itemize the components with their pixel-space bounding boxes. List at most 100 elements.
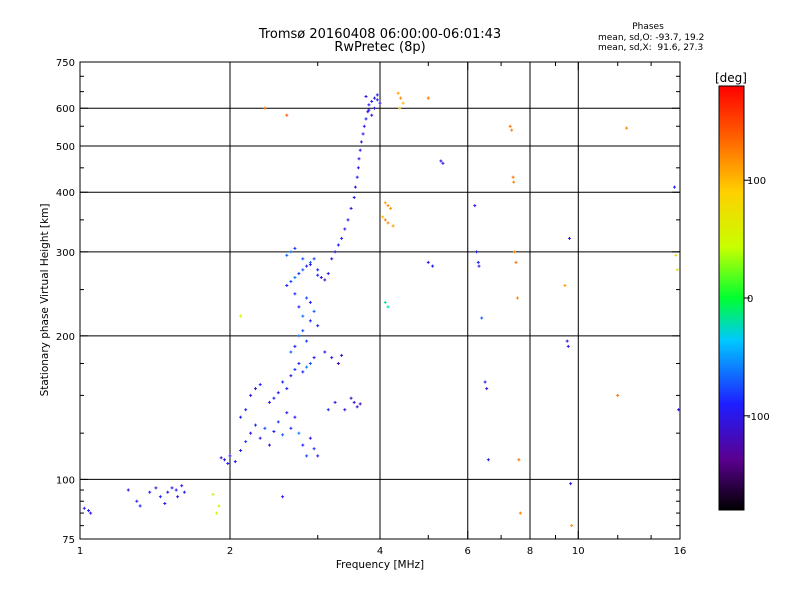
data-point bbox=[276, 420, 280, 424]
data-point bbox=[477, 264, 481, 268]
data-point bbox=[352, 196, 356, 199]
data-point bbox=[176, 495, 180, 499]
data-point bbox=[249, 431, 253, 435]
data-point bbox=[289, 350, 293, 354]
data-point bbox=[367, 103, 371, 107]
y-tick-label: 100 bbox=[56, 475, 75, 486]
data-point bbox=[330, 356, 334, 360]
data-point bbox=[217, 504, 221, 508]
data-point bbox=[439, 159, 443, 163]
phase-stats-title: Phases bbox=[632, 22, 664, 32]
colorbar-tick-label: 0 bbox=[747, 294, 753, 305]
data-point bbox=[389, 206, 393, 210]
data-point bbox=[276, 391, 280, 395]
data-point bbox=[373, 96, 376, 100]
chart-title: Tromsø 20160408 06:00:00-06:01:43 bbox=[258, 27, 502, 42]
data-point bbox=[675, 268, 679, 272]
data-point bbox=[370, 113, 374, 117]
data-point bbox=[312, 356, 316, 360]
data-point bbox=[352, 400, 356, 404]
data-point bbox=[239, 314, 243, 318]
data-point bbox=[476, 260, 480, 264]
data-point bbox=[349, 206, 353, 210]
data-point bbox=[375, 98, 379, 102]
data-point bbox=[381, 215, 385, 219]
data-point bbox=[563, 284, 567, 287]
data-point bbox=[566, 344, 570, 348]
phase-stats-o-mode: mean, sd,O: -93.7, 19.2 bbox=[598, 32, 705, 43]
data-point bbox=[297, 272, 301, 276]
data-point bbox=[333, 400, 337, 404]
x-tick-label: 6 bbox=[465, 546, 471, 557]
x-tick-label: 2 bbox=[227, 546, 233, 557]
y-tick-label: 200 bbox=[56, 332, 75, 343]
data-point bbox=[285, 253, 289, 257]
data-point bbox=[518, 511, 522, 515]
data-point bbox=[426, 96, 430, 100]
data-point bbox=[375, 93, 379, 97]
data-point bbox=[308, 300, 312, 304]
data-point bbox=[272, 396, 276, 400]
data-point bbox=[512, 180, 516, 184]
data-point bbox=[89, 511, 93, 515]
data-point bbox=[263, 106, 267, 110]
x-axis-ticks: 1 2 4 6 8 10 16 bbox=[77, 62, 686, 557]
y-tick-label: 750 bbox=[56, 58, 75, 69]
data-point bbox=[373, 106, 376, 110]
data-point bbox=[305, 296, 309, 300]
data-point bbox=[233, 460, 237, 464]
x-tick-label: 4 bbox=[377, 546, 383, 557]
data-point bbox=[674, 253, 678, 257]
colorbar-gradient bbox=[718, 85, 745, 511]
data-point bbox=[513, 250, 517, 254]
data-point bbox=[215, 511, 219, 515]
y-tick-label: 300 bbox=[56, 248, 75, 259]
data-point bbox=[305, 339, 309, 343]
data-point bbox=[441, 161, 445, 165]
data-point bbox=[228, 454, 232, 458]
data-point bbox=[568, 236, 571, 240]
colorbar-tick-label: -100 bbox=[747, 412, 770, 423]
data-point bbox=[358, 402, 362, 406]
x-axis-label: Frequency [MHz] bbox=[336, 559, 424, 571]
data-point bbox=[355, 175, 359, 179]
data-point bbox=[383, 218, 387, 222]
data-point bbox=[316, 454, 320, 458]
data-point bbox=[625, 126, 629, 130]
data-point bbox=[340, 353, 344, 357]
y-tick-label: 600 bbox=[56, 104, 75, 115]
data-point bbox=[401, 101, 405, 105]
data-point bbox=[258, 383, 262, 387]
data-point bbox=[263, 426, 267, 430]
data-point bbox=[480, 316, 484, 320]
data-point bbox=[323, 278, 327, 282]
data-point bbox=[293, 344, 297, 348]
colorbar: [deg] 100 0 -100 bbox=[715, 71, 770, 511]
data-point bbox=[305, 365, 309, 369]
data-point bbox=[154, 486, 158, 490]
data-point bbox=[285, 113, 289, 117]
data-point bbox=[473, 204, 477, 208]
data-point bbox=[333, 250, 337, 254]
data-point bbox=[353, 185, 357, 189]
data-point bbox=[343, 408, 347, 412]
data-point bbox=[367, 108, 371, 112]
data-point bbox=[180, 484, 184, 488]
data-point bbox=[361, 132, 365, 136]
data-point bbox=[305, 264, 309, 268]
data-point bbox=[293, 276, 297, 279]
data-point bbox=[219, 456, 223, 460]
data-point bbox=[364, 117, 368, 121]
data-point bbox=[293, 415, 297, 419]
data-point bbox=[516, 296, 519, 300]
data-point bbox=[166, 490, 170, 494]
data-point bbox=[330, 257, 334, 261]
data-point bbox=[301, 443, 305, 447]
data-point bbox=[170, 486, 174, 490]
data-point bbox=[293, 246, 297, 250]
x-tick-label: 8 bbox=[527, 546, 533, 557]
data-point bbox=[514, 260, 518, 264]
data-point bbox=[510, 128, 514, 132]
data-point bbox=[249, 393, 253, 397]
data-point bbox=[158, 495, 162, 499]
